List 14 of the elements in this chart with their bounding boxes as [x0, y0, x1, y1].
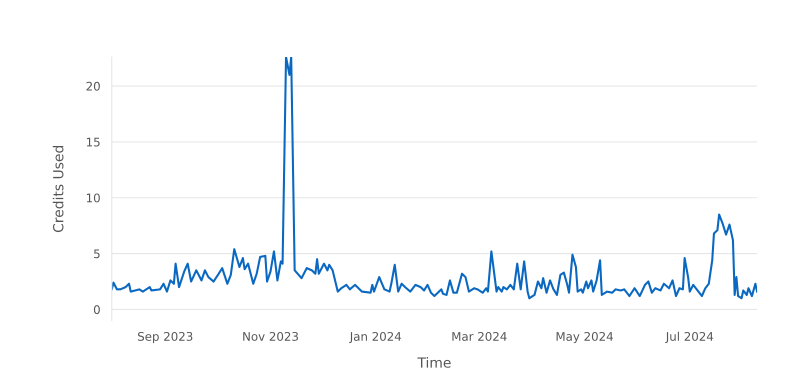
x-tick-label: Jan 2024 — [349, 332, 402, 344]
y-tick-label: 5 — [94, 249, 100, 258]
y-tick-label: 10 — [86, 193, 100, 202]
y-tick-label: 20 — [86, 82, 100, 91]
y-tick-label: 0 — [94, 305, 100, 314]
x-tick-label: Nov 2023 — [243, 332, 298, 341]
x-tick-label: May 2024 — [556, 332, 613, 344]
y-tick-label: 15 — [86, 138, 100, 147]
y-axis-title: Credits Used — [52, 146, 64, 232]
line-series — [112, 57, 758, 300]
x-tick-label: Jul 2024 — [665, 332, 714, 344]
x-tick-label: Mar 2024 — [452, 332, 507, 341]
x-axis-title: Time — [417, 357, 451, 368]
x-tick-label: Sep 2023 — [138, 332, 192, 344]
